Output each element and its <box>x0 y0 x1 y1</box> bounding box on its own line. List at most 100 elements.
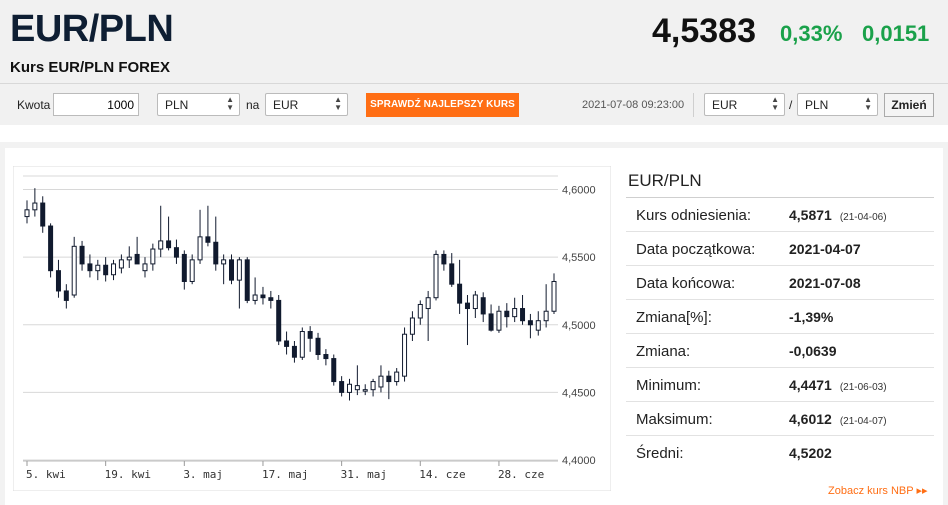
x-tick-label: 3. maj <box>183 468 223 481</box>
base-currency-value: EUR <box>712 98 738 112</box>
candle-body <box>504 310 510 318</box>
info-label: Zmiana[%]: <box>636 309 712 326</box>
info-row-change-pct: Zmiana[%]: -1,39% <box>626 300 934 334</box>
quote-currency-value: PLN <box>805 98 829 112</box>
x-tick-label: 19. kwi <box>105 468 151 481</box>
candle-body <box>512 308 518 318</box>
converter-toolbar: Kwota PLN ▲▼ na EUR ▲▼ SPRAWDŹ NAJLEPSZY… <box>0 83 948 125</box>
quote-currency-select[interactable]: PLN ▲ ▼ <box>797 93 878 116</box>
y-tick-label: 4,4500 <box>562 387 596 399</box>
change-percent: 0,33% <box>780 21 843 46</box>
candle-body <box>213 241 219 265</box>
candle-body <box>79 245 85 265</box>
from-currency-select[interactable]: PLN ▲ ▼ <box>157 93 240 116</box>
y-tick-label: 4,6000 <box>562 185 596 197</box>
candle <box>425 290 431 341</box>
candle <box>63 284 69 309</box>
candle-body <box>158 240 164 250</box>
candle-body <box>346 383 352 393</box>
info-row-end-date: Data końcowa: 2021-07-08 <box>626 266 934 300</box>
candle-body <box>378 375 384 388</box>
candle-body <box>268 297 274 301</box>
candle <box>488 304 494 332</box>
candle-body <box>244 259 250 301</box>
candle-body <box>441 253 447 265</box>
candle <box>95 259 101 281</box>
candle-body <box>291 345 297 358</box>
candle <box>158 205 164 258</box>
nbp-rate-link[interactable]: Zobacz kurs NBP ▸▸ <box>828 484 928 497</box>
candle-body <box>173 247 179 258</box>
candle <box>543 284 549 328</box>
nbp-link-text: Zobacz kurs NBP <box>828 485 914 497</box>
amount-input[interactable] <box>53 93 139 116</box>
candle <box>520 295 526 325</box>
double-arrow-icon: ▸▸ <box>916 485 928 497</box>
candle-body <box>331 358 337 383</box>
candle-body <box>205 236 211 243</box>
candle <box>346 378 352 401</box>
pair-separator: / <box>789 98 793 112</box>
amount-label: Kwota <box>17 98 51 112</box>
select-arrows-icon: ▲ ▼ <box>771 95 779 112</box>
y-tick-label: 4,5000 <box>562 320 596 332</box>
info-row-change: Zmiana: -0,0639 <box>626 334 934 368</box>
candle <box>307 326 313 352</box>
candle <box>480 292 486 323</box>
candle-body <box>32 202 38 211</box>
candle-body <box>181 253 187 282</box>
candle-body <box>323 354 329 360</box>
to-currency-select[interactable]: EUR ▲ ▼ <box>265 93 348 116</box>
candle <box>173 239 179 264</box>
candle-body <box>95 264 101 272</box>
chart-frame <box>13 166 611 491</box>
info-value: 4,6012 (21-04-07) <box>789 411 887 427</box>
candle-body <box>111 263 117 276</box>
candle <box>472 290 478 318</box>
candle-body <box>197 236 203 261</box>
candle-body <box>126 256 132 261</box>
candle <box>496 305 502 333</box>
change-pair-button[interactable]: Zmień <box>884 93 934 117</box>
info-value: -0,0639 <box>789 343 837 359</box>
candle-body <box>189 259 195 282</box>
candle-body <box>527 320 533 326</box>
candle <box>512 297 518 323</box>
chart-x-axis: 5. kwi 19. kwi 3. maj 17. maj 31. maj 14. cze… <box>23 460 558 481</box>
candle-body <box>402 333 408 377</box>
candle-body <box>543 310 549 322</box>
candle <box>126 246 132 268</box>
candle-body <box>236 259 242 281</box>
candle <box>402 327 408 382</box>
candle-body <box>134 253 140 265</box>
candle <box>71 236 77 298</box>
candle-body <box>166 240 172 249</box>
info-row-minimum: Minimum: 4,4471 (21-06-03) <box>626 368 934 402</box>
candle <box>87 254 93 278</box>
info-row-maximum: Maksimum: 4,6012 (21-04-07) <box>626 402 934 436</box>
candle-body <box>551 280 557 312</box>
best-rate-button[interactable]: SPRAWDŹ NAJLEPSZY KURS <box>366 93 519 117</box>
candle <box>535 311 541 336</box>
base-currency-select[interactable]: EUR ▲ ▼ <box>704 93 785 116</box>
candle <box>441 250 447 271</box>
candle <box>150 243 156 271</box>
info-title-divider <box>626 197 934 198</box>
candlestick-chart[interactable]: 4,6000 4,5500 4,5000 4,4500 4,4000 5. kwi 19.… <box>13 166 611 491</box>
candle-body <box>24 209 30 218</box>
candle <box>323 349 329 366</box>
candle <box>103 257 109 282</box>
info-date: (21-04-06) <box>839 212 887 223</box>
to-currency-value: EUR <box>273 98 299 112</box>
rate-timestamp: 2021-07-08 09:23:00 <box>582 99 685 111</box>
from-currency-value: PLN <box>165 98 189 112</box>
toolbar-divider <box>693 93 694 117</box>
candle-body <box>520 308 526 322</box>
info-value: -1,39% <box>789 309 834 325</box>
candle-body <box>260 294 266 299</box>
candle <box>378 365 384 393</box>
candle <box>32 188 38 217</box>
pair-subtitle: Kurs EUR/PLN FOREX <box>10 59 171 76</box>
candle <box>449 253 455 287</box>
header: EUR/PLN Kurs EUR/PLN FOREX 4,5383 0,33% … <box>0 0 948 83</box>
